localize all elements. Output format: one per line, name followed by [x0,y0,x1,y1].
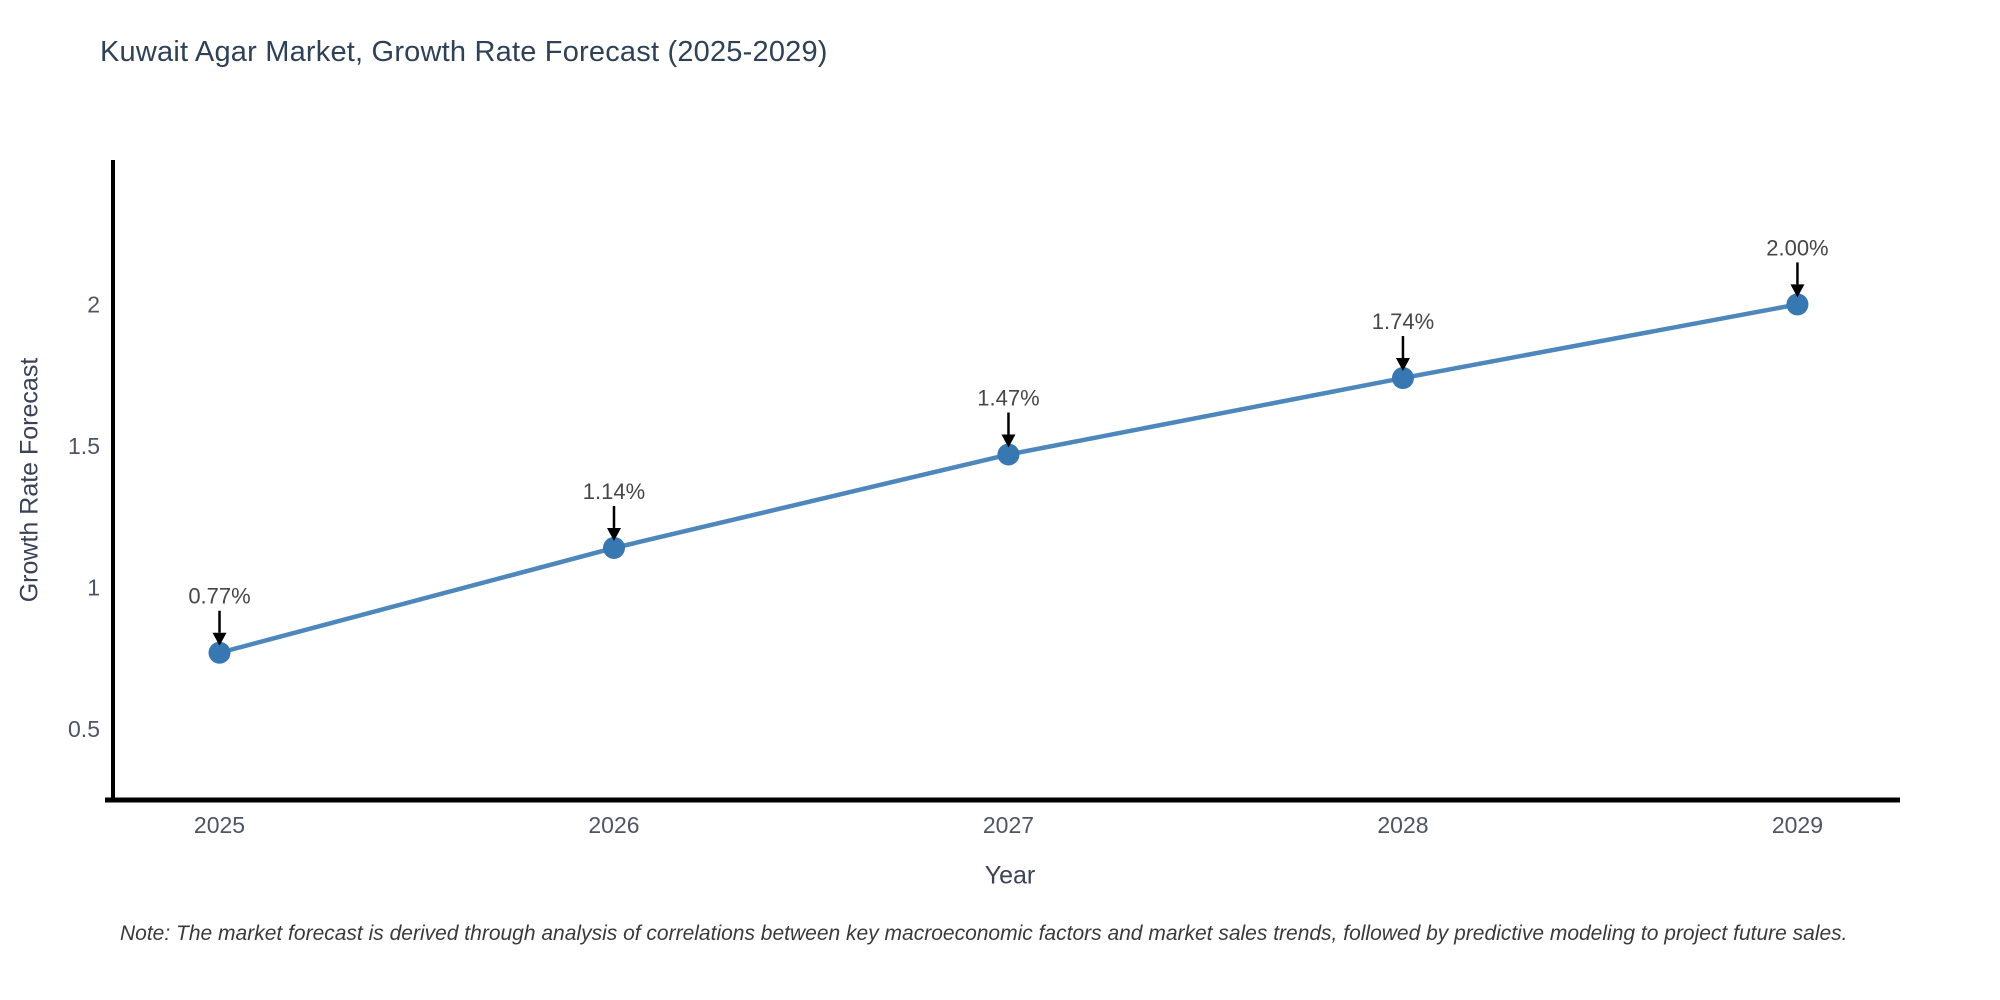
annotation-value-label: 0.77% [188,584,250,609]
data-point-marker [208,641,231,664]
x-tick-label: 2026 [588,812,639,838]
annotation-value-label: 1.47% [977,386,1039,411]
x-tick-label: 2028 [1377,812,1428,838]
y-tick-label: 1.5 [68,433,100,459]
y-axis-label: Growth Rate Forecast [15,357,44,603]
data-point-marker [1391,367,1414,390]
annotation-value-label: 2.00% [1766,235,1828,260]
data-point-marker [602,536,625,559]
annotation-arrow-head [606,527,621,541]
annotation-arrow-head [1395,358,1410,372]
annotation-value-label: 1.14% [583,479,645,504]
y-tick-label: 1 [87,575,100,601]
y-tick-label: 2 [87,291,100,317]
data-point-marker [997,443,1020,466]
x-tick-label: 2027 [983,812,1034,838]
data-point-marker [1786,293,1809,316]
x-tick-label: 2029 [1772,812,1823,838]
y-tick-label: 0.5 [68,716,100,742]
annotation-value-label: 1.74% [1372,309,1434,334]
x-axis-label: Year [984,861,1036,890]
annotation-arrow-head [1790,284,1805,298]
chart-title: Kuwait Agar Market, Growth Rate Forecast… [100,36,828,68]
footnote: Note: The market forecast is derived thr… [120,922,1848,945]
x-tick-label: 2025 [194,812,245,838]
annotation-arrow-head [212,632,227,646]
annotation-arrow-head [1001,434,1016,448]
series-line [217,302,1800,655]
